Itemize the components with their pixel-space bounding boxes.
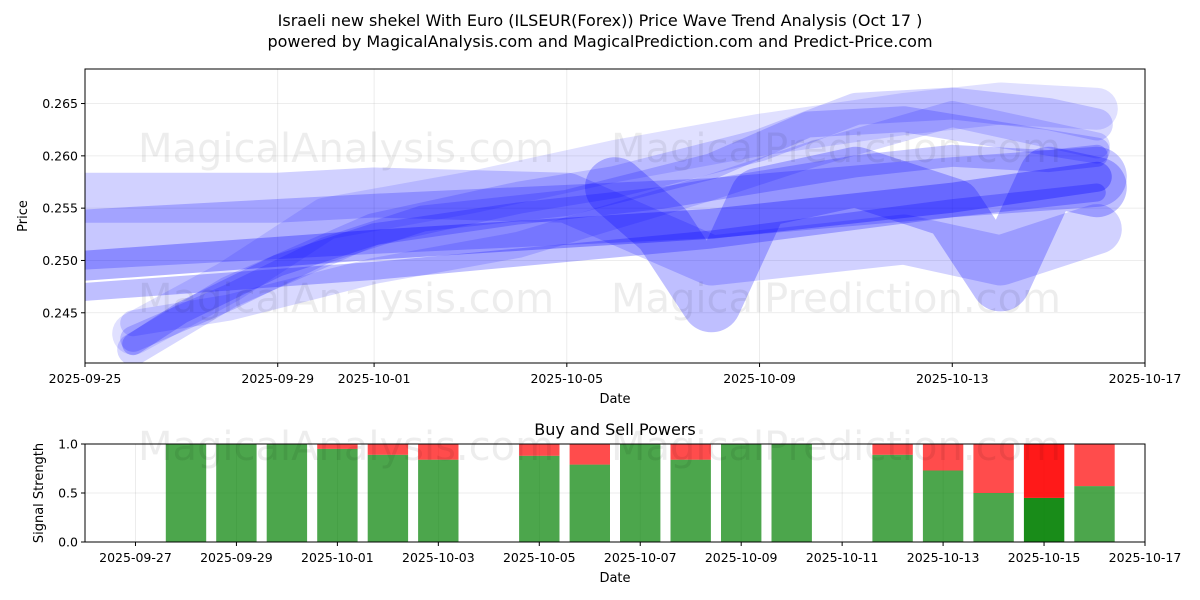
price-plot-frame [84,68,1146,364]
buy-power-bar [266,444,308,542]
buy-power-bar [1023,497,1065,542]
buy-power-bar [872,454,913,542]
power-x-tick-label: 2025-10-05 [503,550,576,565]
sell-power-bar [670,444,711,460]
price-y-tick-label: 0.260 [42,148,78,163]
sell-power-bar [418,444,459,460]
buy-sell-title: Buy and Sell Powers [534,420,696,439]
power-x-tick-label: 2025-10-15 [1008,550,1081,565]
power-x-tick-label: 2025-10-11 [806,550,879,565]
price-wave-line [85,146,1127,270]
price-x-axis-label: Date [599,392,630,407]
price-y-tick-label: 0.255 [42,201,78,216]
price-wave-line [85,167,1122,286]
power-x-tick-label: 2025-09-29 [200,550,273,565]
buy-power-bar [1074,486,1115,542]
watermark-prediction: MagicalPrediction.com [611,276,1061,322]
price-x-tick-label: 2025-10-05 [530,371,603,386]
buy-power-bar [721,444,762,542]
price-y-tick-label: 0.265 [42,96,78,111]
sell-power-bar [367,444,409,455]
buy-power-bar [519,455,560,542]
power-y-axis-label: Signal Strength [32,443,47,543]
buy-power-bar [216,444,257,542]
power-y-tick-label: 0.5 [58,486,78,501]
buy-power-bar [569,464,610,542]
power-x-axis-label: Date [599,571,630,586]
buy-power-bar [670,459,711,542]
price-wave-line [120,106,1110,352]
figure-title: Israeli new shekel With Euro (ILSEUR(For… [278,11,923,30]
sell-power-bar [317,444,358,449]
price-wave-line [112,82,1118,355]
power-x-tick-label: 2025-10-17 [1109,550,1182,565]
price-y-axis-label: Price [16,200,31,232]
price-y-tick-label: 0.245 [42,305,78,320]
power-y-tick-label: 0.0 [58,535,78,550]
sell-power-bar [1023,444,1065,498]
buy-power-bar [418,459,459,542]
price-waves [85,82,1127,363]
power-plot-frame [84,443,1146,543]
price-x-tick-label: 2025-10-17 [1109,371,1182,386]
buy-power-bar [973,493,1014,542]
price-x-tick-label: 2025-09-29 [241,371,314,386]
price-axis-ticks: 2025-09-25 2025-09-29 2025-10-01 2025-10-05… [42,96,1181,386]
buy-power-bar [367,454,409,542]
power-x-tick-label: 2025-10-01 [301,550,374,565]
sell-power-bar [872,444,913,455]
watermark-analysis: MagicalAnalysis.com [138,276,554,322]
watermark-analysis: MagicalAnalysis.com [138,424,554,470]
price-wave-line [585,146,1127,333]
buy-power-bar [165,444,207,542]
watermark-prediction: MagicalPrediction.com [611,424,1061,470]
power-y-tick-label: 1.0 [58,437,78,452]
price-wave-line [122,144,1108,356]
price-y-tick-label: 0.250 [42,253,78,268]
price-x-tick-label: 2025-10-09 [723,371,796,386]
watermark-prediction: MagicalPrediction.com [611,126,1061,172]
sell-power-bar [519,444,560,456]
sell-power-bar [922,444,964,471]
price-grid [84,69,1146,363]
sell-power-bar [973,444,1014,493]
watermark-analysis: MagicalAnalysis.com [138,126,554,172]
buy-power-bar [317,448,358,542]
power-x-tick-label: 2025-10-13 [907,550,980,565]
power-x-tick-label: 2025-09-27 [99,550,172,565]
buy-power-bar [922,470,964,542]
figure-subtitle: powered by MagicalAnalysis.com and Magic… [267,32,932,51]
buy-power-bar [620,444,661,542]
price-wave-line [85,161,1112,281]
price-wave-line [85,183,1106,301]
power-x-tick-label: 2025-10-03 [402,550,475,565]
price-wave-line [117,87,1113,363]
sell-power-bar [569,444,610,465]
price-wave-chart: 2025-09-25 2025-09-29 2025-10-01 2025-10-05… [16,68,1181,407]
power-bars [165,444,1115,542]
power-axis-ticks: 2025-09-27 2025-09-29 2025-10-01 2025-10-03… [58,437,1181,566]
price-x-tick-label: 2025-09-25 [49,371,122,386]
sell-power-bar [1074,444,1115,487]
power-x-tick-label: 2025-10-09 [705,550,778,565]
buy-power-bar [771,444,812,542]
price-x-tick-label: 2025-10-13 [916,371,989,386]
price-x-tick-label: 2025-10-01 [338,371,411,386]
price-wave-line [120,101,1110,337]
buy-sell-power-chart: Buy and Sell Powers 2025-09-27 2025-09-29… [32,420,1181,586]
power-x-tick-label: 2025-10-07 [604,550,677,565]
